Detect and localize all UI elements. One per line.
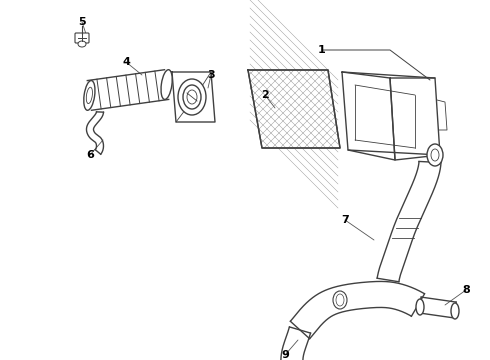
Ellipse shape: [427, 144, 443, 166]
Ellipse shape: [333, 291, 347, 309]
Text: 3: 3: [207, 70, 215, 80]
Text: 4: 4: [122, 57, 130, 67]
Text: 6: 6: [86, 150, 94, 160]
Polygon shape: [291, 282, 424, 339]
Ellipse shape: [416, 299, 424, 315]
Ellipse shape: [161, 70, 172, 99]
Ellipse shape: [178, 79, 206, 115]
Text: 9: 9: [281, 350, 289, 360]
Polygon shape: [377, 161, 441, 282]
Ellipse shape: [451, 303, 459, 319]
Polygon shape: [248, 70, 340, 148]
Polygon shape: [281, 327, 312, 360]
FancyBboxPatch shape: [75, 33, 89, 43]
Text: 1: 1: [318, 45, 326, 55]
Polygon shape: [419, 297, 456, 318]
Polygon shape: [86, 112, 103, 154]
Ellipse shape: [84, 81, 95, 110]
Text: 5: 5: [78, 17, 86, 27]
Text: 8: 8: [462, 285, 470, 295]
Text: 7: 7: [341, 215, 349, 225]
Polygon shape: [87, 70, 169, 110]
Ellipse shape: [183, 85, 201, 109]
Ellipse shape: [78, 41, 86, 47]
Text: 2: 2: [261, 90, 269, 100]
